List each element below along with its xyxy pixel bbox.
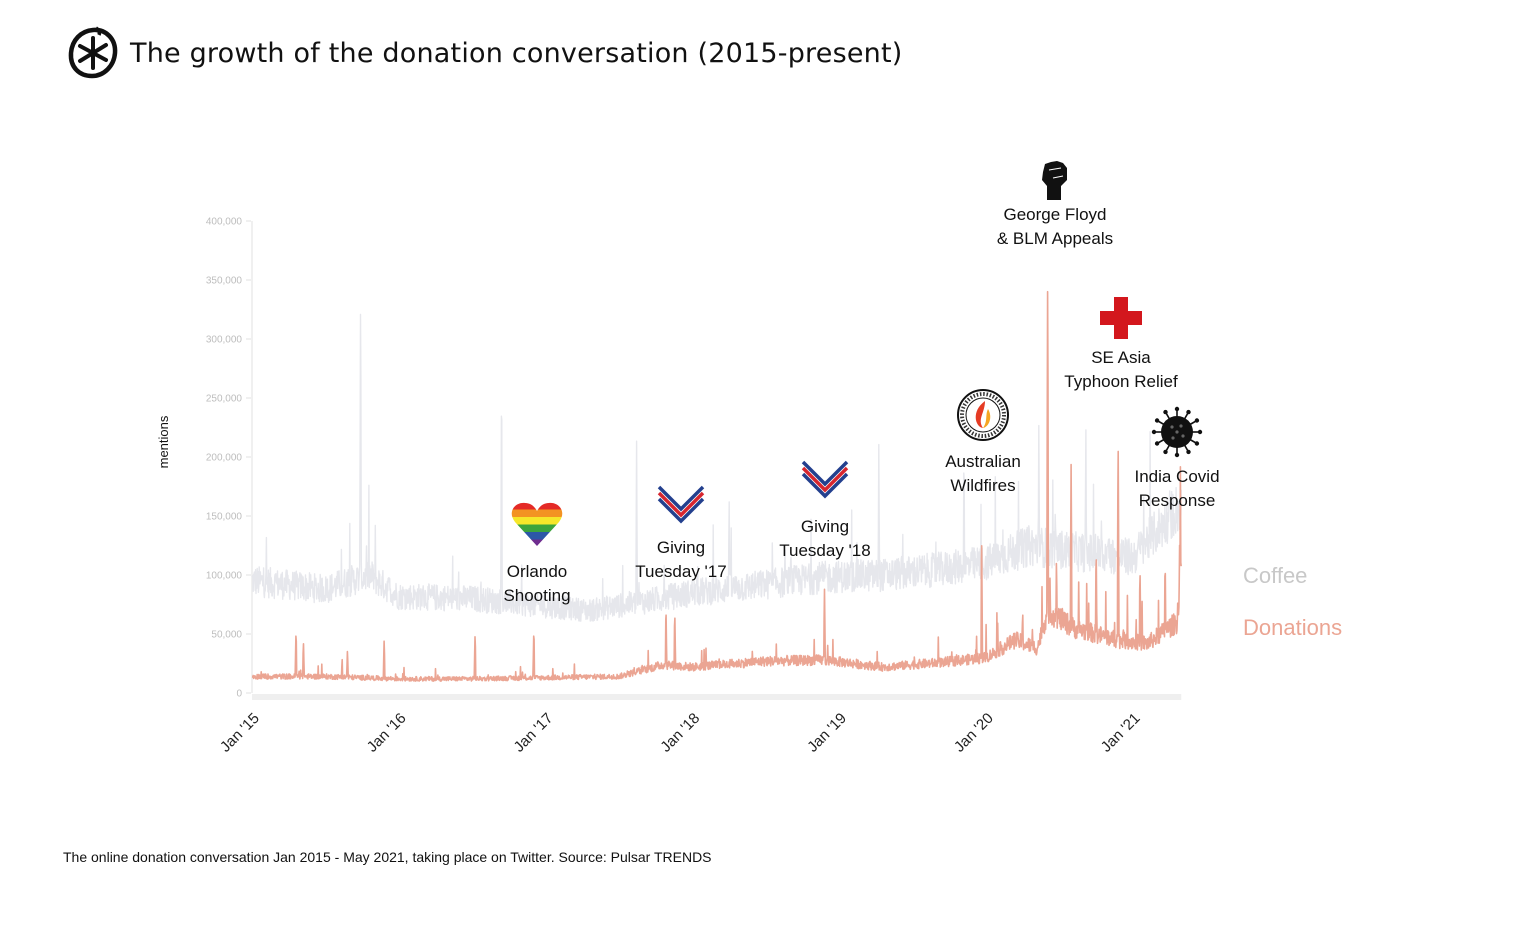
annotation-label: SE Asia bbox=[1091, 348, 1151, 367]
annotation-label: Orlando bbox=[507, 562, 567, 581]
annotation-label: Giving bbox=[657, 538, 705, 557]
x-tick-label: Jan '18 bbox=[657, 710, 703, 756]
giving-tuesday-heart-icon bbox=[657, 485, 705, 524]
annotation-label: Tuesday '18 bbox=[779, 541, 870, 560]
x-tick-label: Jan '17 bbox=[511, 710, 557, 756]
y-tick-label: 400,000 bbox=[206, 217, 243, 228]
giving-tuesday-heart-icon bbox=[801, 460, 849, 499]
y-tick-label: 100,000 bbox=[206, 571, 243, 582]
page-title: The growth of the donation conversation … bbox=[130, 37, 903, 69]
annotation-label: & BLM Appeals bbox=[997, 229, 1113, 248]
y-tick-label: 300,000 bbox=[206, 335, 243, 346]
y-tick-label: 0 bbox=[236, 689, 242, 700]
axes: 0 50,000 100,000 150,000 200,000 250,000 300,0… bbox=[156, 217, 1182, 756]
y-tick-label: 200,000 bbox=[206, 453, 243, 464]
annotation: SE Asia Typhoon Relief bbox=[1064, 297, 1178, 391]
annotation-label: India Covid bbox=[1134, 467, 1219, 486]
coronavirus-icon bbox=[1151, 406, 1203, 458]
annotation-label: Tuesday '17 bbox=[635, 562, 726, 581]
annotation: George Floyd & BLM Appeals bbox=[997, 161, 1113, 248]
annotations: Orlando Shooting Giving Tuesday '17 Giving Tu… bbox=[503, 161, 1220, 605]
y-axis-label: mentions bbox=[156, 415, 171, 468]
header: The growth of the donation conversation … bbox=[66, 26, 902, 80]
x-tick-label: Jan '21 bbox=[1098, 710, 1144, 756]
annotation-label: Typhoon Relief bbox=[1064, 372, 1178, 391]
annotation: India Covid Response bbox=[1134, 406, 1220, 510]
x-tick-label: Jan '20 bbox=[951, 710, 997, 756]
x-tick-label: Jan '16 bbox=[364, 710, 410, 756]
x-tick-label: Jan '15 bbox=[217, 710, 263, 756]
annotation-label: Response bbox=[1139, 491, 1216, 510]
series-line-donations bbox=[251, 290, 1182, 682]
annotation: Giving Tuesday '18 bbox=[779, 460, 871, 560]
annotation-label: Shooting bbox=[503, 586, 570, 605]
annotation-label: Australian bbox=[945, 452, 1021, 471]
legend: Coffee Donations bbox=[1243, 563, 1342, 640]
annotation-label: Wildfires bbox=[950, 476, 1015, 495]
y-tick-label: 150,000 bbox=[206, 512, 243, 523]
annotation: Australian Wildfires bbox=[945, 389, 1021, 495]
raised-fist-icon bbox=[1042, 161, 1067, 200]
series-layer bbox=[251, 290, 1182, 682]
bushfire-foundation-icon bbox=[957, 389, 1009, 441]
rainbow-heart-icon bbox=[511, 502, 563, 546]
series-line-coffee bbox=[251, 313, 1182, 622]
y-tick-label: 50,000 bbox=[211, 630, 242, 641]
chart-caption: The online donation conversation Jan 201… bbox=[63, 849, 712, 865]
asterisk-circle-logo-icon bbox=[68, 26, 118, 79]
legend-item-coffee: Coffee bbox=[1243, 563, 1307, 588]
y-tick-label: 350,000 bbox=[206, 276, 243, 287]
y-tick-label: 250,000 bbox=[206, 394, 243, 405]
annotation: Giving Tuesday '17 bbox=[635, 485, 727, 581]
annotation-label: Giving bbox=[801, 517, 849, 536]
legend-item-donations: Donations bbox=[1243, 615, 1342, 640]
red-cross-icon bbox=[1100, 297, 1142, 339]
x-tick-label: Jan '19 bbox=[804, 710, 850, 756]
x-axis-band bbox=[252, 694, 1182, 700]
annotation-label: George Floyd bbox=[1004, 205, 1107, 224]
annotation: Orlando Shooting bbox=[503, 502, 571, 605]
